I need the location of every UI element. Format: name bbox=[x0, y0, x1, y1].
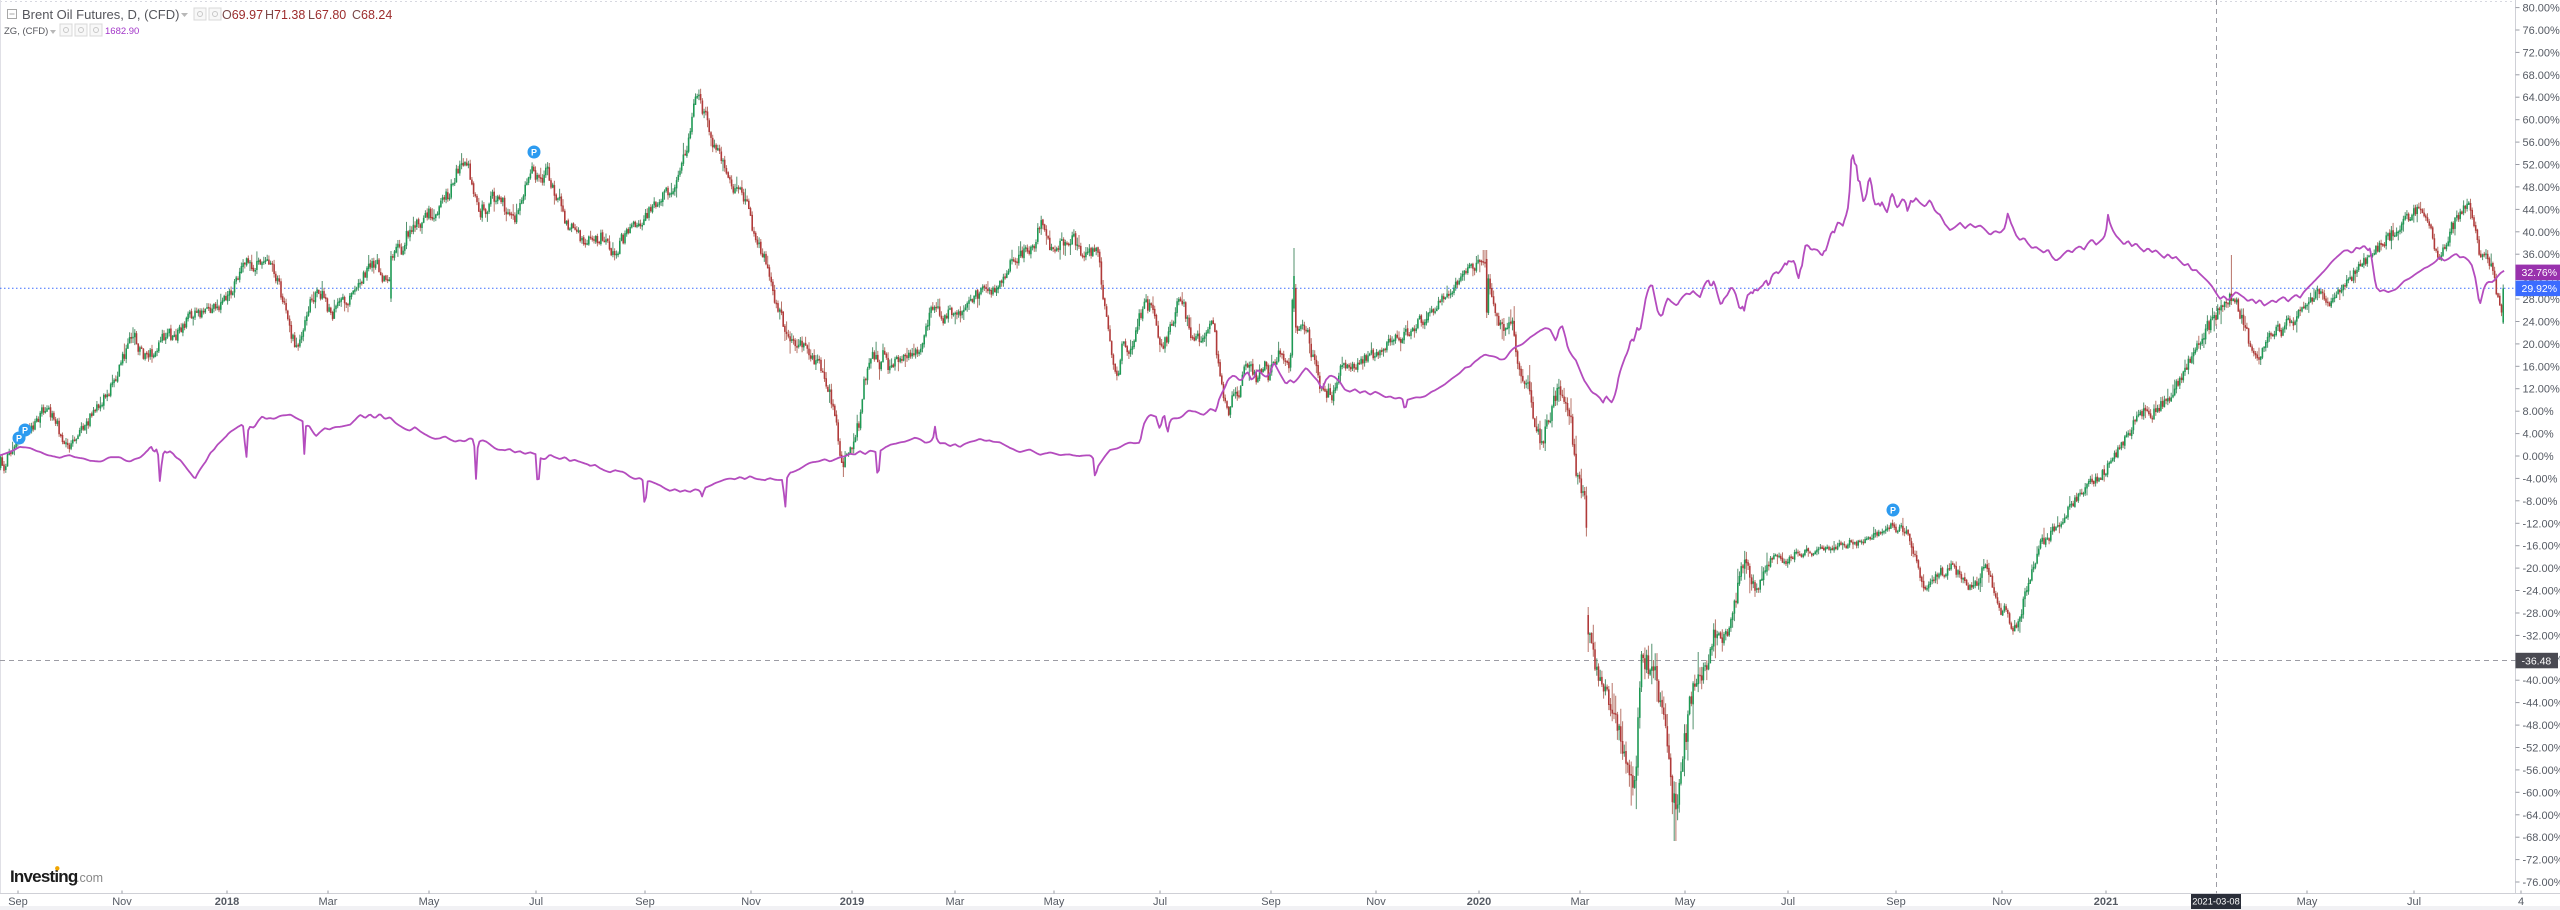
svg-text:29.92%: 29.92% bbox=[2522, 283, 2558, 295]
svg-text:32.76%: 32.76% bbox=[2522, 267, 2558, 279]
svg-text:-12.00%: -12.00% bbox=[2523, 518, 2560, 530]
svg-text:2019: 2019 bbox=[840, 896, 864, 908]
svg-text:Jul: Jul bbox=[1153, 896, 1167, 908]
svg-text:.com: .com bbox=[76, 871, 103, 885]
svg-text:Investing: Investing bbox=[10, 867, 78, 886]
svg-text:-56.00%: -56.00% bbox=[2523, 765, 2560, 777]
svg-text:Mar: Mar bbox=[1571, 896, 1590, 908]
svg-text:Sep: Sep bbox=[1886, 896, 1906, 908]
svg-text:-8.00%: -8.00% bbox=[2523, 496, 2558, 508]
svg-text:60.00%: 60.00% bbox=[2523, 115, 2560, 127]
svg-text:H71.38: H71.38 bbox=[265, 8, 305, 22]
svg-text:56.00%: 56.00% bbox=[2523, 137, 2560, 149]
svg-text:O69.97: O69.97 bbox=[222, 8, 263, 22]
svg-text:L67.80: L67.80 bbox=[308, 8, 346, 22]
svg-text:-68.00%: -68.00% bbox=[2523, 832, 2560, 844]
svg-text:44.00%: 44.00% bbox=[2523, 204, 2560, 216]
svg-text:2018: 2018 bbox=[215, 896, 239, 908]
svg-text:Jul: Jul bbox=[1781, 896, 1795, 908]
svg-text:May: May bbox=[419, 896, 440, 908]
svg-text:May: May bbox=[1675, 896, 1696, 908]
svg-text:8.00%: 8.00% bbox=[2523, 406, 2554, 418]
svg-text:Sep: Sep bbox=[1261, 896, 1281, 908]
svg-text:28.00%: 28.00% bbox=[2523, 294, 2560, 306]
svg-text:Brent Oil Futures, D, (CFD): Brent Oil Futures, D, (CFD) bbox=[22, 7, 179, 22]
svg-text:ZG, (CFD): ZG, (CFD) bbox=[4, 26, 48, 37]
svg-text:P: P bbox=[531, 148, 537, 158]
svg-text:2020: 2020 bbox=[1467, 896, 1491, 908]
svg-text:P: P bbox=[1890, 506, 1896, 516]
svg-text:20.00%: 20.00% bbox=[2523, 339, 2560, 351]
svg-text:Nov: Nov bbox=[1992, 896, 2012, 908]
svg-text:-60.00%: -60.00% bbox=[2523, 787, 2560, 799]
svg-text:2021-03-08: 2021-03-08 bbox=[2192, 897, 2240, 907]
svg-text:24.00%: 24.00% bbox=[2523, 317, 2560, 329]
svg-text:2021: 2021 bbox=[2094, 896, 2118, 908]
svg-text:Nov: Nov bbox=[741, 896, 761, 908]
svg-text:76.00%: 76.00% bbox=[2523, 25, 2560, 37]
svg-text:-76.00%: -76.00% bbox=[2523, 877, 2560, 889]
svg-text:-72.00%: -72.00% bbox=[2523, 855, 2560, 867]
svg-text:12.00%: 12.00% bbox=[2523, 384, 2560, 396]
svg-text:68.00%: 68.00% bbox=[2523, 70, 2560, 82]
svg-text:Sep: Sep bbox=[635, 896, 655, 908]
svg-text:-48.00%: -48.00% bbox=[2523, 720, 2560, 732]
svg-text:P: P bbox=[22, 426, 28, 436]
svg-text:48.00%: 48.00% bbox=[2523, 182, 2560, 194]
svg-text:-32.00%: -32.00% bbox=[2523, 630, 2560, 642]
svg-text:-40.00%: -40.00% bbox=[2523, 675, 2560, 687]
svg-text:-52.00%: -52.00% bbox=[2523, 743, 2560, 755]
svg-text:52.00%: 52.00% bbox=[2523, 160, 2560, 172]
svg-text:Mar: Mar bbox=[946, 896, 965, 908]
svg-text:Sep: Sep bbox=[8, 896, 28, 908]
svg-text:64.00%: 64.00% bbox=[2523, 92, 2560, 104]
svg-text:-64.00%: -64.00% bbox=[2523, 810, 2560, 822]
svg-text:-36.48: -36.48 bbox=[2522, 655, 2552, 667]
svg-text:May: May bbox=[2297, 896, 2318, 908]
svg-text:Jul: Jul bbox=[2407, 896, 2421, 908]
svg-text:4: 4 bbox=[2518, 896, 2524, 908]
svg-text:0.00%: 0.00% bbox=[2523, 451, 2554, 463]
svg-text:80.00%: 80.00% bbox=[2523, 3, 2560, 15]
svg-text:-20.00%: -20.00% bbox=[2523, 563, 2560, 575]
svg-text:C68.24: C68.24 bbox=[352, 8, 392, 22]
svg-text:40.00%: 40.00% bbox=[2523, 227, 2560, 239]
svg-text:36.00%: 36.00% bbox=[2523, 249, 2560, 261]
svg-text:72.00%: 72.00% bbox=[2523, 47, 2560, 59]
svg-text:4.00%: 4.00% bbox=[2523, 429, 2554, 441]
svg-text:-4.00%: -4.00% bbox=[2523, 473, 2558, 485]
svg-text:-24.00%: -24.00% bbox=[2523, 586, 2560, 598]
svg-text:-28.00%: -28.00% bbox=[2523, 608, 2560, 620]
svg-text:Nov: Nov bbox=[112, 896, 132, 908]
svg-text:May: May bbox=[1044, 896, 1065, 908]
svg-text:Mar: Mar bbox=[319, 896, 338, 908]
svg-text:-44.00%: -44.00% bbox=[2523, 698, 2560, 710]
svg-text:Nov: Nov bbox=[1366, 896, 1386, 908]
svg-text:-16.00%: -16.00% bbox=[2523, 541, 2560, 553]
svg-text:P: P bbox=[16, 434, 22, 444]
svg-text:1682.90: 1682.90 bbox=[105, 26, 139, 37]
svg-text:16.00%: 16.00% bbox=[2523, 361, 2560, 373]
svg-text:Jul: Jul bbox=[529, 896, 543, 908]
